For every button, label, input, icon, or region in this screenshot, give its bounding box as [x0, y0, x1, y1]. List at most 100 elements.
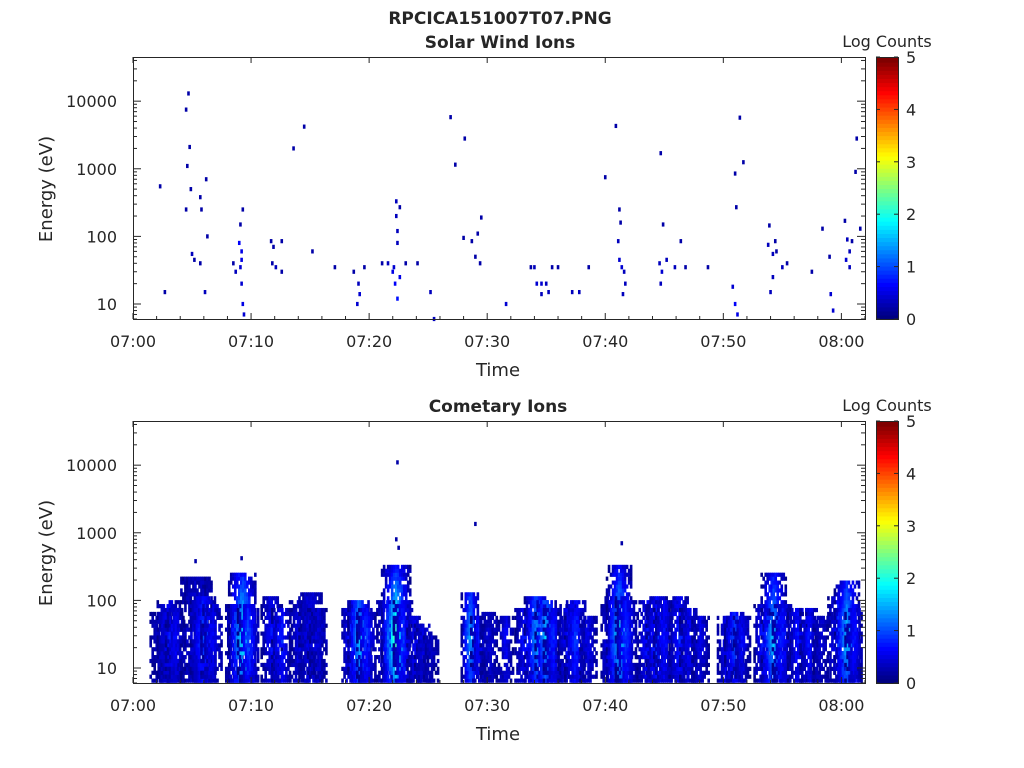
heat-cell — [475, 627, 479, 632]
heat-cell — [396, 240, 399, 246]
heat-cell — [294, 627, 298, 632]
heat-cell — [426, 643, 430, 648]
heat-cell — [271, 639, 274, 644]
heat-cell — [469, 619, 473, 624]
heat-cell — [402, 639, 406, 644]
heat-cell — [374, 619, 377, 624]
heat-cell — [408, 604, 412, 609]
heat-cell — [298, 600, 301, 605]
heat-cell — [414, 639, 417, 644]
heat-cell — [351, 674, 354, 679]
heat-cell — [214, 604, 217, 609]
heat-cell — [228, 658, 232, 664]
heat-cell — [341, 607, 344, 613]
heat-cell — [307, 631, 310, 636]
heat-cell — [364, 666, 367, 671]
heat-cell — [191, 607, 195, 613]
colorbar-step — [876, 306, 898, 312]
heat-cell — [392, 576, 396, 581]
heat-cell — [207, 639, 211, 644]
heat-cell — [487, 639, 491, 644]
heat-cell — [516, 670, 519, 675]
heat-cell — [514, 627, 517, 632]
heat-cell — [345, 619, 348, 624]
heat-cell — [186, 651, 189, 656]
heat-cell — [240, 678, 244, 683]
heat-cell — [489, 611, 493, 617]
heat-cell — [603, 175, 607, 180]
heat-cell — [503, 674, 507, 679]
heat-cell — [233, 647, 237, 652]
heat-cell — [423, 627, 427, 632]
heat-cell — [289, 655, 292, 660]
heat-cell — [421, 651, 425, 656]
heat-cell — [186, 666, 189, 671]
heat-cell — [466, 643, 470, 648]
heat-cell — [151, 635, 155, 640]
heat-cell — [516, 651, 519, 656]
heat-cell — [204, 643, 207, 648]
heat-cell — [620, 265, 624, 270]
heat-cell — [231, 635, 235, 640]
heat-cell — [406, 615, 409, 621]
heat-cell — [230, 666, 234, 671]
heat-cell — [392, 639, 396, 644]
heat-cell — [231, 651, 235, 656]
heat-cell — [402, 666, 406, 671]
heat-cell — [238, 666, 242, 671]
heat-cell — [271, 674, 274, 679]
heat-cell — [370, 611, 373, 617]
heat-cell — [244, 670, 248, 675]
heat-cell — [176, 651, 180, 656]
heat-cell — [302, 611, 305, 617]
heat-cell — [540, 292, 543, 297]
heat-cell — [428, 643, 432, 648]
heat-cell — [302, 615, 306, 621]
heat-cell — [200, 647, 203, 652]
heat-cell — [248, 674, 252, 679]
heat-cell — [306, 611, 309, 617]
heat-cell — [323, 615, 326, 621]
heat-cell — [281, 651, 284, 656]
heat-cell — [518, 639, 521, 644]
heat-cell — [273, 639, 276, 644]
heat-cell — [368, 670, 371, 675]
heat-cell — [254, 647, 258, 652]
colorbar-step — [876, 151, 898, 157]
heat-cell — [310, 592, 313, 597]
heat-cell — [406, 639, 410, 644]
heat-cell — [398, 576, 402, 581]
heat-cell — [309, 655, 312, 660]
heat-cell — [487, 631, 491, 636]
heat-cell — [193, 611, 197, 617]
heat-cell — [319, 662, 322, 668]
heat-cell — [252, 592, 255, 597]
heat-cell — [270, 596, 274, 601]
heat-cell — [473, 658, 477, 664]
heat-cell — [227, 592, 231, 597]
heat-cell — [191, 666, 195, 671]
heat-cell — [238, 678, 242, 683]
heat-cell — [464, 631, 468, 636]
heat-cell — [208, 674, 211, 679]
heat-cell — [235, 580, 239, 585]
heat-cell — [268, 635, 272, 640]
colorbar-step — [876, 131, 898, 137]
heat-cell — [396, 611, 400, 617]
heat-cell — [229, 643, 233, 648]
heat-cell — [205, 678, 209, 683]
heat-cell — [319, 651, 322, 656]
cometary-heatmap — [149, 460, 863, 683]
heat-cell — [237, 588, 241, 593]
heat-cell — [201, 651, 205, 656]
heat-cell — [159, 627, 163, 632]
heat-cell — [220, 623, 223, 628]
heat-cell — [351, 658, 354, 664]
heat-cell — [341, 631, 344, 636]
heat-cell — [404, 643, 408, 648]
heat-cell — [304, 662, 307, 668]
heat-cell — [190, 647, 193, 652]
heat-cell — [477, 615, 481, 621]
heat-cell — [366, 666, 369, 671]
heat-cell — [362, 651, 365, 656]
